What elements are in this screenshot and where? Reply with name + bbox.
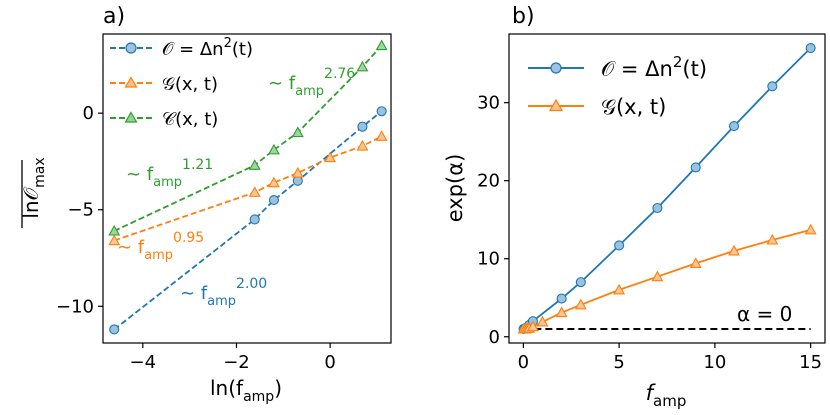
legend-b-label-observable: 𝒪 = Δn2(t) <box>601 53 707 81</box>
panel-a-plot-area: −4 −2 0 −10 −5 0 <box>56 39 388 373</box>
panel-b-ytick-label: 30 <box>477 93 500 114</box>
panel-a-series-line-2 <box>113 44 383 232</box>
legend-label-observable: 𝒪 = Δn2(t) <box>162 36 253 60</box>
panel-b-xtick-label: 10 <box>703 352 726 373</box>
panel-a-point <box>324 151 337 163</box>
panel-a-frame <box>102 33 392 344</box>
legend-entry-observable: 𝒪 = Δn2(t) <box>110 36 253 60</box>
panel-b-xtick-label: 15 <box>799 352 822 373</box>
panel-a-xlabel: ln(famp) <box>210 376 282 405</box>
panel-a-label: a) <box>103 4 125 29</box>
panel-b-ytick-label: 0 <box>489 327 500 348</box>
panel-a-ytick-label: 0 <box>83 103 94 124</box>
panel-b-legend: 𝒪 = Δn2(t) 𝒢(x, t) <box>528 53 707 119</box>
legend-b-entry-observable: 𝒪 = Δn2(t) <box>528 53 707 81</box>
panel-b-ytick-label: 10 <box>477 249 500 270</box>
annotation-blue-2-00: ∼ famp2.00 <box>180 276 267 309</box>
panel-a-point <box>109 324 120 335</box>
panel-a-point <box>267 143 280 155</box>
annotation-green-1-21: ∼ famp1.21 <box>126 157 213 190</box>
panel-b-point <box>613 283 626 295</box>
legend-b-entry-g: 𝒢(x, t) <box>528 95 666 119</box>
panel-a: a) −4 −2 0 −10 −5 0 𝒪 = Δn2(t) 𝒢(x, t) 𝒞(x, t… <box>19 4 392 405</box>
panel-b-point <box>556 293 567 304</box>
panel-b-frame <box>508 33 826 344</box>
panel-a-point <box>356 139 369 151</box>
panel-a-point <box>375 39 388 51</box>
legend-entry-c: 𝒞(x, t) <box>110 109 218 130</box>
panel-a-point <box>248 159 261 170</box>
panel-a-ytick-label: −5 <box>67 200 94 221</box>
panel-b-point <box>536 315 549 327</box>
panel-a-point <box>268 195 279 206</box>
panel-a-legend: 𝒪 = Δn2(t) 𝒢(x, t) 𝒞(x, t) <box>110 36 253 130</box>
panel-a-series-line-0 <box>113 110 383 331</box>
panel-a-xtick-label: −2 <box>223 352 250 373</box>
panel-b-xtick-label: 5 <box>613 352 624 373</box>
panel-a-point <box>249 214 260 225</box>
panel-a-point <box>108 224 121 236</box>
panel-b-point <box>574 298 587 310</box>
panel-b-series-line-0 <box>523 47 812 330</box>
panel-b-point <box>767 81 778 92</box>
panel-b-point <box>651 270 664 282</box>
panel-b-point <box>652 202 663 214</box>
panel-b-xlabel: famp <box>646 381 687 410</box>
legend-b-label-g: 𝒢(x, t) <box>601 95 666 119</box>
panel-b-point <box>555 306 568 318</box>
panel-b-plot-area: 0 5 10 15 0 10 20 30 <box>477 42 822 373</box>
legend-label-g: 𝒢(x, t) <box>162 74 218 95</box>
panel-b-point <box>728 244 740 256</box>
panel-a-xtick-label: 0 <box>324 352 335 373</box>
annotation-green-2-76: ∼ famp2.76 <box>268 66 355 99</box>
panel-a-point <box>375 130 388 141</box>
panel-a-ylabel: ln𝒪max <box>19 157 48 218</box>
legend-entry-g: 𝒢(x, t) <box>110 74 218 95</box>
panel-a-point <box>248 186 261 197</box>
panel-b-label: b) <box>512 4 535 29</box>
panel-b-xtick-label: 0 <box>518 352 529 373</box>
panel-b-point <box>805 42 816 54</box>
panel-a-point <box>108 234 121 246</box>
panel-b-point <box>728 121 740 132</box>
panel-b: b) 0 5 10 15 0 10 20 30 𝒪 = Δn2(t) 𝒢(x, t) α = … <box>443 4 826 410</box>
panel-b-point <box>575 277 586 288</box>
panel-b-point <box>527 320 539 332</box>
panel-b-ytick-label: 20 <box>477 171 500 192</box>
panel-b-point <box>766 233 779 245</box>
panel-b-point <box>690 162 701 173</box>
panel-b-point <box>804 223 817 235</box>
panel-a-point <box>356 60 369 72</box>
panel-a-point <box>292 175 303 186</box>
panel-a-point <box>267 176 280 188</box>
panel-b-point <box>689 257 702 268</box>
panel-a-point <box>376 106 387 117</box>
panel-a-ytick-label: −10 <box>56 296 94 317</box>
panel-a-point <box>291 126 304 138</box>
panel-a-xtick-label: −4 <box>130 352 157 373</box>
alpha-zero-label: α = 0 <box>737 302 792 326</box>
panel-b-point <box>614 240 625 251</box>
panel-a-point <box>357 121 368 132</box>
legend-label-c: 𝒞(x, t) <box>162 109 218 130</box>
panel-b-ylabel: exp(α) <box>443 154 467 223</box>
panel-a-point <box>291 166 304 178</box>
annotation-orange-0-95: ∼ famp0.95 <box>117 230 204 263</box>
